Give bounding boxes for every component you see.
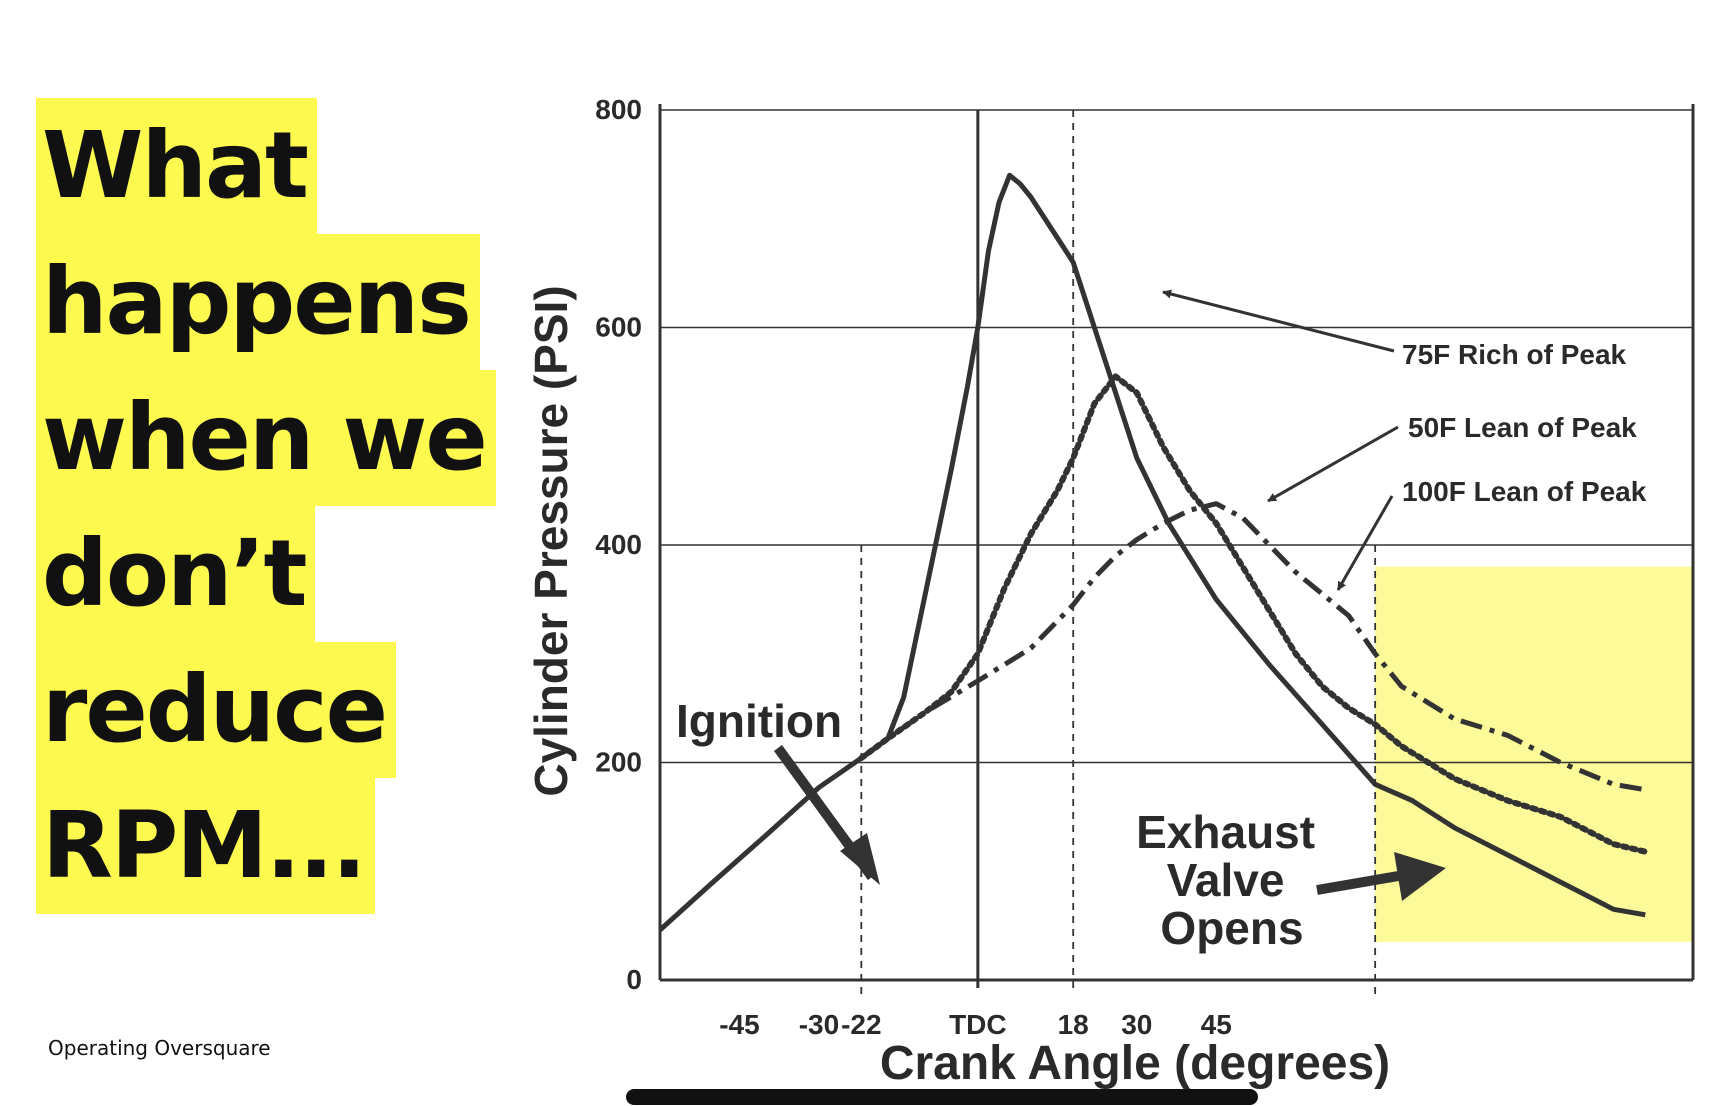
y-axis-label: Cylinder Pressure (PSI) <box>525 285 577 796</box>
x-tick-label--22: -22 <box>841 1009 881 1040</box>
exhaust-valve-arrow <box>1316 869 1411 895</box>
title-line-1: What <box>36 98 318 234</box>
exhaust-shaded-region <box>1375 566 1693 942</box>
slide-title: What happens when we don’t reduce RPM... <box>36 98 496 914</box>
x-tick-label-45: 45 <box>1201 1009 1232 1040</box>
lean50-annotation-label: 50F Lean of Peak <box>1408 412 1637 443</box>
y-tick-label-800: 800 <box>595 94 642 125</box>
footer-label: Operating Oversquare <box>48 1036 271 1060</box>
x-tick-label-30: 30 <box>1121 1009 1152 1040</box>
y-tick-label-600: 600 <box>595 312 642 343</box>
x-tick-label-18: 18 <box>1058 1009 1089 1040</box>
lean100-annotation-label: 100F Lean of Peak <box>1402 476 1647 507</box>
rich-of-peak-line <box>658 172 1646 932</box>
y-tick-label-400: 400 <box>595 529 642 560</box>
lean-100-of-peak-line <box>859 501 1646 793</box>
lean100-annotation-arrow <box>1336 495 1394 591</box>
ignition-label: Ignition <box>676 695 842 747</box>
title-line-6: RPM... <box>36 778 375 914</box>
ignition-arrowhead <box>840 833 880 885</box>
title-line-3: when we <box>36 370 496 506</box>
rich-annotation-arrow <box>1162 289 1395 353</box>
title-line-4: don’t <box>36 506 316 642</box>
lean50-annotation-arrow <box>1267 425 1399 503</box>
x-tick-label--30: -30 <box>799 1009 839 1040</box>
y-tick-label-200: 200 <box>595 747 642 778</box>
y-tick-label-0: 0 <box>626 964 642 995</box>
home-indicator[interactable] <box>626 1089 1258 1105</box>
exhaust-valve-label: Exhaust Valve Opens <box>1136 806 1328 954</box>
x-tick-label-tdc: TDC <box>949 1009 1007 1040</box>
exhaust-valve-arrowhead <box>1394 852 1446 901</box>
x-tick-label--45: -45 <box>719 1009 759 1040</box>
title-line-5: reduce <box>36 642 397 778</box>
lean-50-of-peak-line <box>858 373 1649 855</box>
x-axis-label: Crank Angle (degrees) <box>880 1037 1390 1090</box>
rich-annotation-label: 75F Rich of Peak <box>1402 339 1627 370</box>
title-line-2: happens <box>36 234 480 370</box>
